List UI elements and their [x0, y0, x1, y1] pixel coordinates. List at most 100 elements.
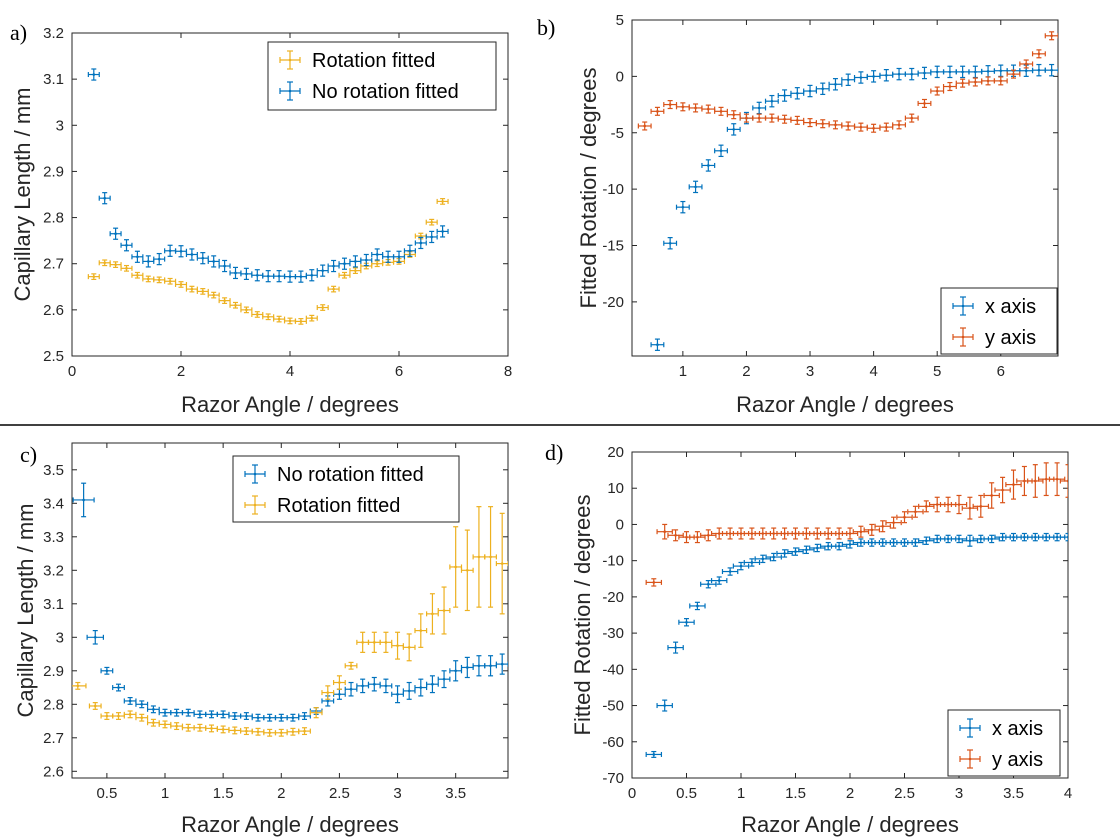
data-point: [928, 496, 946, 513]
data-point: [764, 94, 779, 108]
x-tick-label: 4: [286, 363, 294, 380]
data-point: [721, 567, 739, 576]
legend-entry: x axis: [985, 296, 1036, 318]
data-point: [207, 255, 220, 268]
data-point: [123, 710, 137, 719]
data-point: [274, 728, 288, 737]
data-point: [968, 77, 983, 87]
data-point: [484, 655, 497, 677]
x-tick-label: 3: [955, 785, 963, 802]
y-tick-label: 2.5: [43, 348, 64, 365]
x-tick-label: 4: [1064, 785, 1072, 802]
x-tick-label: 8: [504, 363, 512, 380]
data-point: [170, 708, 184, 717]
data-point: [309, 707, 323, 719]
data-point: [229, 301, 242, 309]
y-axis-title: Capillary Length / mm: [10, 88, 35, 302]
data-point: [100, 666, 114, 675]
data-point: [344, 681, 358, 697]
legend-marker: [279, 81, 301, 101]
x-tick-label: 1: [737, 785, 745, 802]
data-point: [803, 84, 817, 98]
data-point: [205, 710, 218, 719]
data-point: [700, 529, 717, 542]
legend-entry: y axis: [985, 327, 1036, 349]
data-point: [1016, 465, 1033, 497]
data-point: [146, 705, 160, 714]
data-point: [426, 593, 439, 635]
y-tick-label: -10: [602, 553, 624, 570]
data-point: [777, 114, 792, 124]
data-point: [1048, 462, 1066, 497]
y-tick-label: 0: [616, 68, 624, 85]
data-point: [866, 70, 881, 83]
data-point: [321, 685, 335, 700]
x-tick-label: 2.5: [329, 785, 350, 802]
data-point: [218, 297, 231, 304]
x-tick-label: 1: [161, 785, 169, 802]
data-point: [689, 531, 706, 544]
y-tick-label: 3.5: [43, 462, 64, 479]
data-point: [174, 281, 188, 288]
data-point: [379, 631, 393, 653]
data-point: [112, 712, 125, 720]
y-tick-label: -5: [611, 125, 624, 142]
data-point: [841, 121, 856, 131]
data-point: [153, 252, 166, 266]
data-point: [142, 275, 155, 283]
legend-box: [940, 287, 1058, 355]
legend-entry: No rotation fitted: [277, 464, 424, 486]
data-point: [273, 315, 286, 323]
data-point: [950, 534, 968, 544]
panel-a: a) 0 2 4 6 8 2.5 2.6 2.7 2.8 2.9 3 3.1 3.2 Razor Angle…: [10, 20, 512, 417]
data-point: [993, 64, 1008, 77]
data-point: [120, 264, 133, 272]
data-point: [391, 631, 404, 660]
data-point: [72, 482, 95, 518]
data-point: [1006, 69, 1021, 79]
data-point: [790, 87, 805, 100]
data-point: [402, 633, 416, 662]
data-point: [88, 702, 102, 710]
data-point: [240, 306, 253, 314]
data-point: [273, 270, 286, 283]
data-point: [426, 675, 439, 694]
x-tick-label: 0: [68, 363, 76, 380]
legend-box: [267, 41, 497, 111]
data-point: [765, 552, 782, 562]
panel-c: c) 0.5 1 1.5 2 2.5 3 3.5 2.6 2.7 2.8 2.9 3 3.1 3.2 3.3 3…: [13, 442, 509, 837]
data-point: [98, 192, 111, 205]
data-point: [181, 723, 195, 732]
data-point: [333, 675, 346, 690]
y-tick-label: 3.3: [43, 529, 64, 546]
data-point: [942, 81, 957, 92]
y-tick-label: 2.8: [43, 696, 64, 713]
data-point: [98, 259, 111, 267]
data-point: [930, 65, 945, 79]
data-point: [283, 317, 297, 325]
data-point: [1059, 464, 1068, 498]
data-point: [892, 67, 907, 81]
data-point: [142, 255, 155, 268]
data-point: [918, 536, 935, 545]
data-point: [950, 494, 968, 515]
data-point: [892, 120, 907, 130]
data-point: [338, 271, 351, 279]
legend-marker: [244, 464, 266, 484]
data-point: [216, 725, 230, 734]
data-point: [776, 549, 793, 558]
data-point: [765, 527, 782, 540]
data-point: [484, 506, 497, 608]
y-tick-label: -60: [602, 734, 624, 751]
data-point: [726, 110, 741, 120]
data-point: [87, 68, 100, 81]
data-point: [262, 270, 275, 283]
x-tick-label: 2: [277, 785, 285, 802]
data-point: [240, 267, 253, 281]
data-point: [472, 655, 486, 677]
data-point: [896, 511, 913, 524]
y-tick-label: 10: [607, 480, 624, 497]
legend-entry: x axis: [992, 718, 1043, 740]
data-point: [425, 230, 438, 244]
data-point: [809, 543, 826, 553]
